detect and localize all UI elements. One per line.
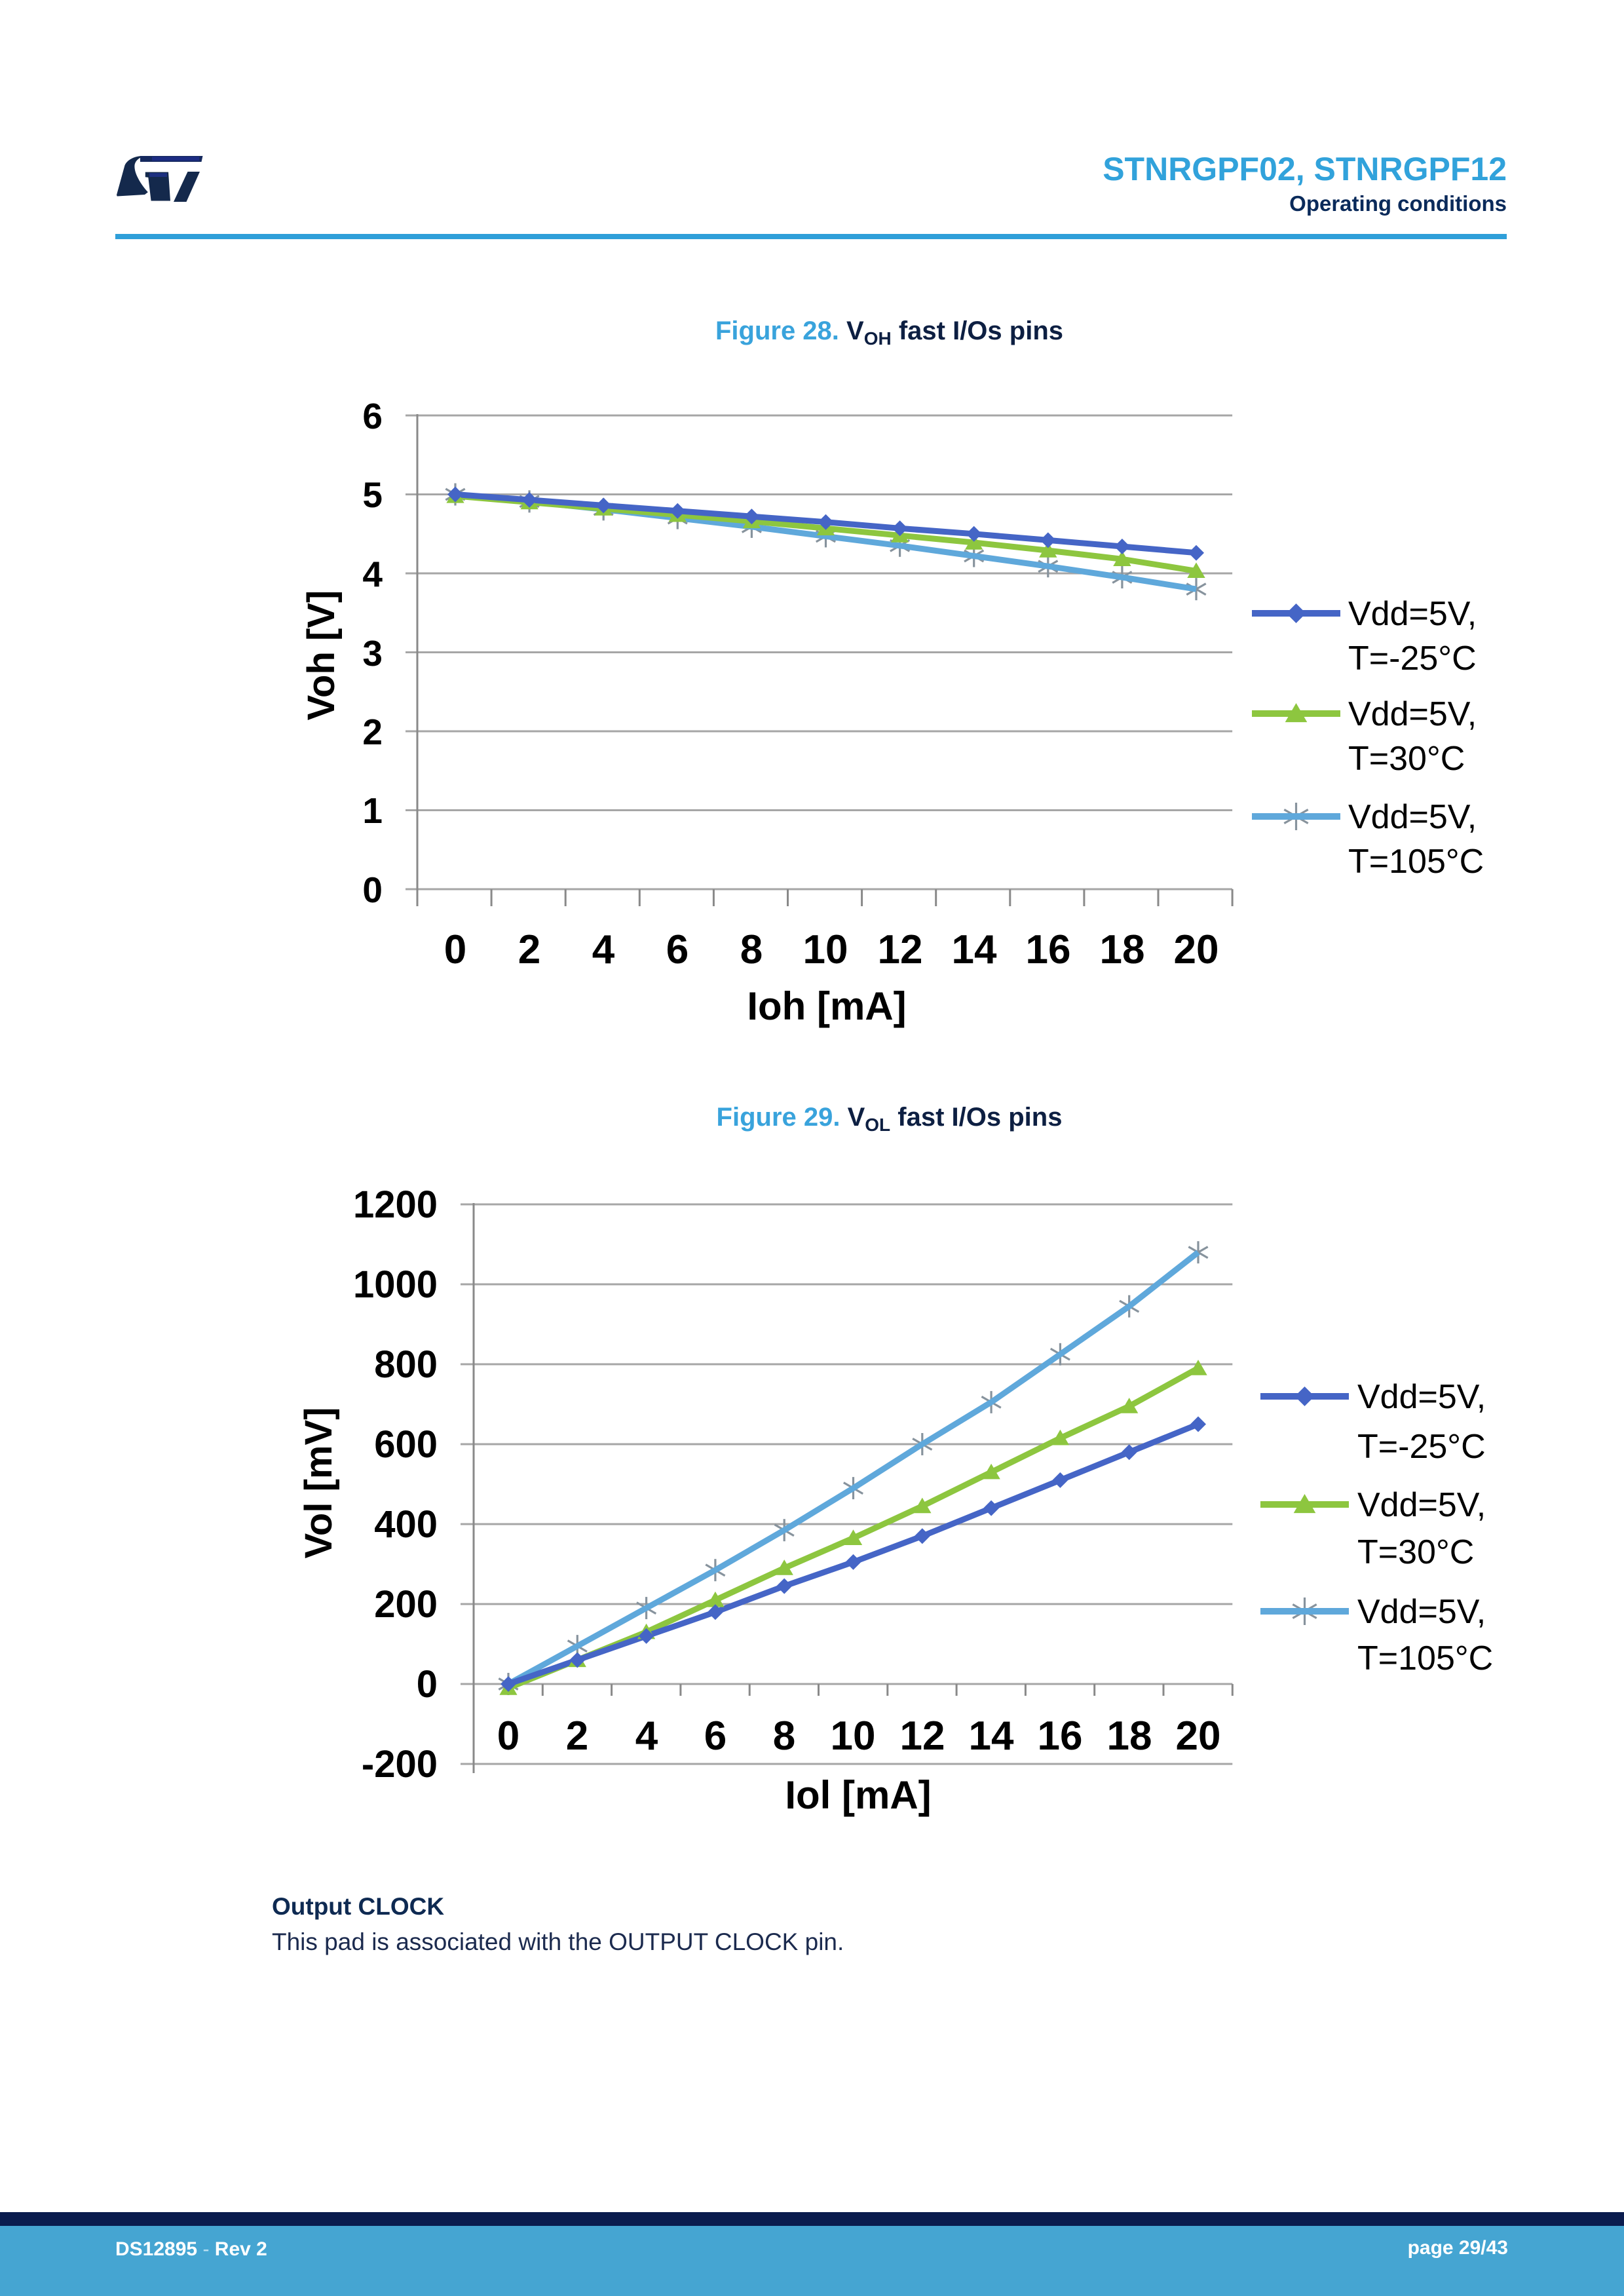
- svg-text:400: 400: [374, 1503, 438, 1546]
- svg-text:6: 6: [362, 396, 383, 436]
- svg-text:2: 2: [362, 712, 383, 752]
- svg-text:18: 18: [1100, 927, 1145, 972]
- svg-text:Vdd=5V,: Vdd=5V,: [1348, 595, 1477, 633]
- svg-text:Vol [mV]: Vol [mV]: [297, 1407, 340, 1559]
- svg-text:2: 2: [566, 1713, 588, 1759]
- svg-text:4: 4: [362, 554, 383, 594]
- svg-text:600: 600: [374, 1423, 438, 1466]
- svg-text:18: 18: [1107, 1713, 1152, 1759]
- svg-text:0: 0: [497, 1713, 519, 1759]
- svg-text:Vdd=5V,: Vdd=5V,: [1348, 798, 1477, 836]
- svg-text:20: 20: [1176, 1713, 1221, 1759]
- svg-text:4: 4: [592, 927, 615, 972]
- svg-text:Vdd=5V,: Vdd=5V,: [1357, 1593, 1486, 1631]
- svg-text:Ioh [mA]: Ioh [mA]: [747, 984, 906, 1028]
- svg-text:10: 10: [803, 927, 848, 972]
- svg-text:10: 10: [831, 1713, 876, 1759]
- svg-text:T=105°C: T=105°C: [1357, 1639, 1493, 1677]
- svg-text:3: 3: [362, 633, 383, 674]
- svg-text:5: 5: [362, 474, 383, 515]
- svg-text:800: 800: [374, 1343, 438, 1386]
- svg-text:-200: -200: [362, 1743, 438, 1786]
- svg-text:200: 200: [374, 1583, 438, 1626]
- svg-text:16: 16: [1038, 1713, 1083, 1759]
- svg-text:2: 2: [518, 927, 540, 972]
- svg-text:8: 8: [740, 927, 763, 972]
- svg-text:0: 0: [362, 870, 383, 910]
- svg-text:Iol [mA]: Iol [mA]: [785, 1773, 931, 1817]
- svg-text:1000: 1000: [353, 1263, 438, 1306]
- svg-text:14: 14: [952, 927, 997, 972]
- svg-text:T=-25°C: T=-25°C: [1357, 1428, 1486, 1466]
- svg-text:T=-25°C: T=-25°C: [1348, 640, 1477, 678]
- svg-text:8: 8: [773, 1713, 795, 1759]
- svg-text:1: 1: [362, 790, 383, 831]
- svg-text:T=30°C: T=30°C: [1348, 740, 1465, 778]
- svg-text:16: 16: [1026, 927, 1071, 972]
- svg-text:0: 0: [444, 927, 466, 972]
- svg-text:6: 6: [704, 1713, 727, 1759]
- svg-text:20: 20: [1174, 927, 1219, 972]
- svg-text:12: 12: [900, 1713, 945, 1759]
- svg-text:T=30°C: T=30°C: [1357, 1533, 1474, 1571]
- svg-text:4: 4: [635, 1713, 658, 1759]
- svg-text:1200: 1200: [353, 1183, 438, 1226]
- svg-text:Voh [V]: Voh [V]: [300, 590, 343, 721]
- svg-text:6: 6: [666, 927, 689, 972]
- svg-text:Vdd=5V,: Vdd=5V,: [1357, 1486, 1486, 1524]
- svg-text:0: 0: [417, 1663, 438, 1706]
- svg-text:12: 12: [878, 927, 923, 972]
- svg-text:T=105°C: T=105°C: [1348, 843, 1484, 881]
- svg-text:Vdd=5V,: Vdd=5V,: [1348, 695, 1477, 733]
- svg-text:14: 14: [969, 1713, 1014, 1759]
- svg-text:Vdd=5V,: Vdd=5V,: [1357, 1378, 1486, 1416]
